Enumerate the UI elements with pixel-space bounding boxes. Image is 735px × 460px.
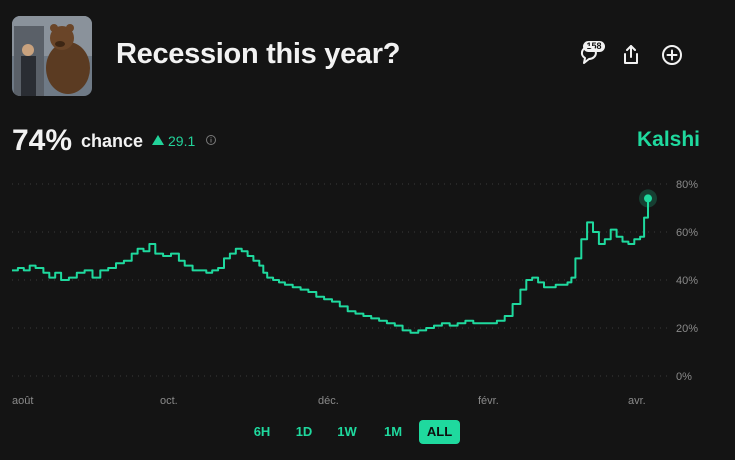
- x-tick-label: déc.: [318, 395, 339, 407]
- market-title: Recession this year?: [116, 38, 401, 70]
- y-tick-label: 80%: [676, 179, 698, 191]
- range-selector: 6H 1D 1W 1M ALL: [0, 420, 735, 444]
- current-point: [644, 194, 652, 203]
- y-tick-label: 20%: [676, 323, 698, 335]
- range-tab-1m[interactable]: 1M: [383, 424, 403, 439]
- probability-chart: 80% 60% 40% 20% 0% août oct. déc. févr. avr.: [12, 179, 698, 407]
- series-line: [12, 198, 649, 334]
- probability-value: 74%: [12, 124, 73, 157]
- share-icon[interactable]: [618, 42, 644, 68]
- y-tick-label: 0%: [676, 371, 692, 383]
- triangle-up-icon: [152, 135, 164, 145]
- info-icon[interactable]: [205, 134, 217, 146]
- range-tab-all[interactable]: ALL: [419, 420, 460, 444]
- add-icon[interactable]: [659, 42, 685, 68]
- range-tab-1w[interactable]: 1W: [337, 424, 357, 439]
- probability-delta: 29.1: [168, 133, 196, 149]
- y-tick-label: 60%: [676, 227, 698, 239]
- kalshi-logo: Kalshi: [636, 128, 700, 151]
- range-tab-1d[interactable]: 1D: [295, 424, 313, 439]
- range-tab-6h[interactable]: 6H: [253, 424, 271, 439]
- comment-icon[interactable]: [576, 42, 602, 68]
- y-tick-label: 40%: [676, 275, 698, 287]
- market-thumbnail: [12, 16, 92, 96]
- x-tick-label: août: [12, 395, 33, 407]
- comments-count-badge: 158: [583, 41, 605, 52]
- x-tick-label: avr.: [628, 395, 646, 407]
- probability-label: chance: [81, 131, 144, 151]
- x-tick-label: oct.: [160, 395, 178, 407]
- x-tick-label: févr.: [478, 395, 499, 407]
